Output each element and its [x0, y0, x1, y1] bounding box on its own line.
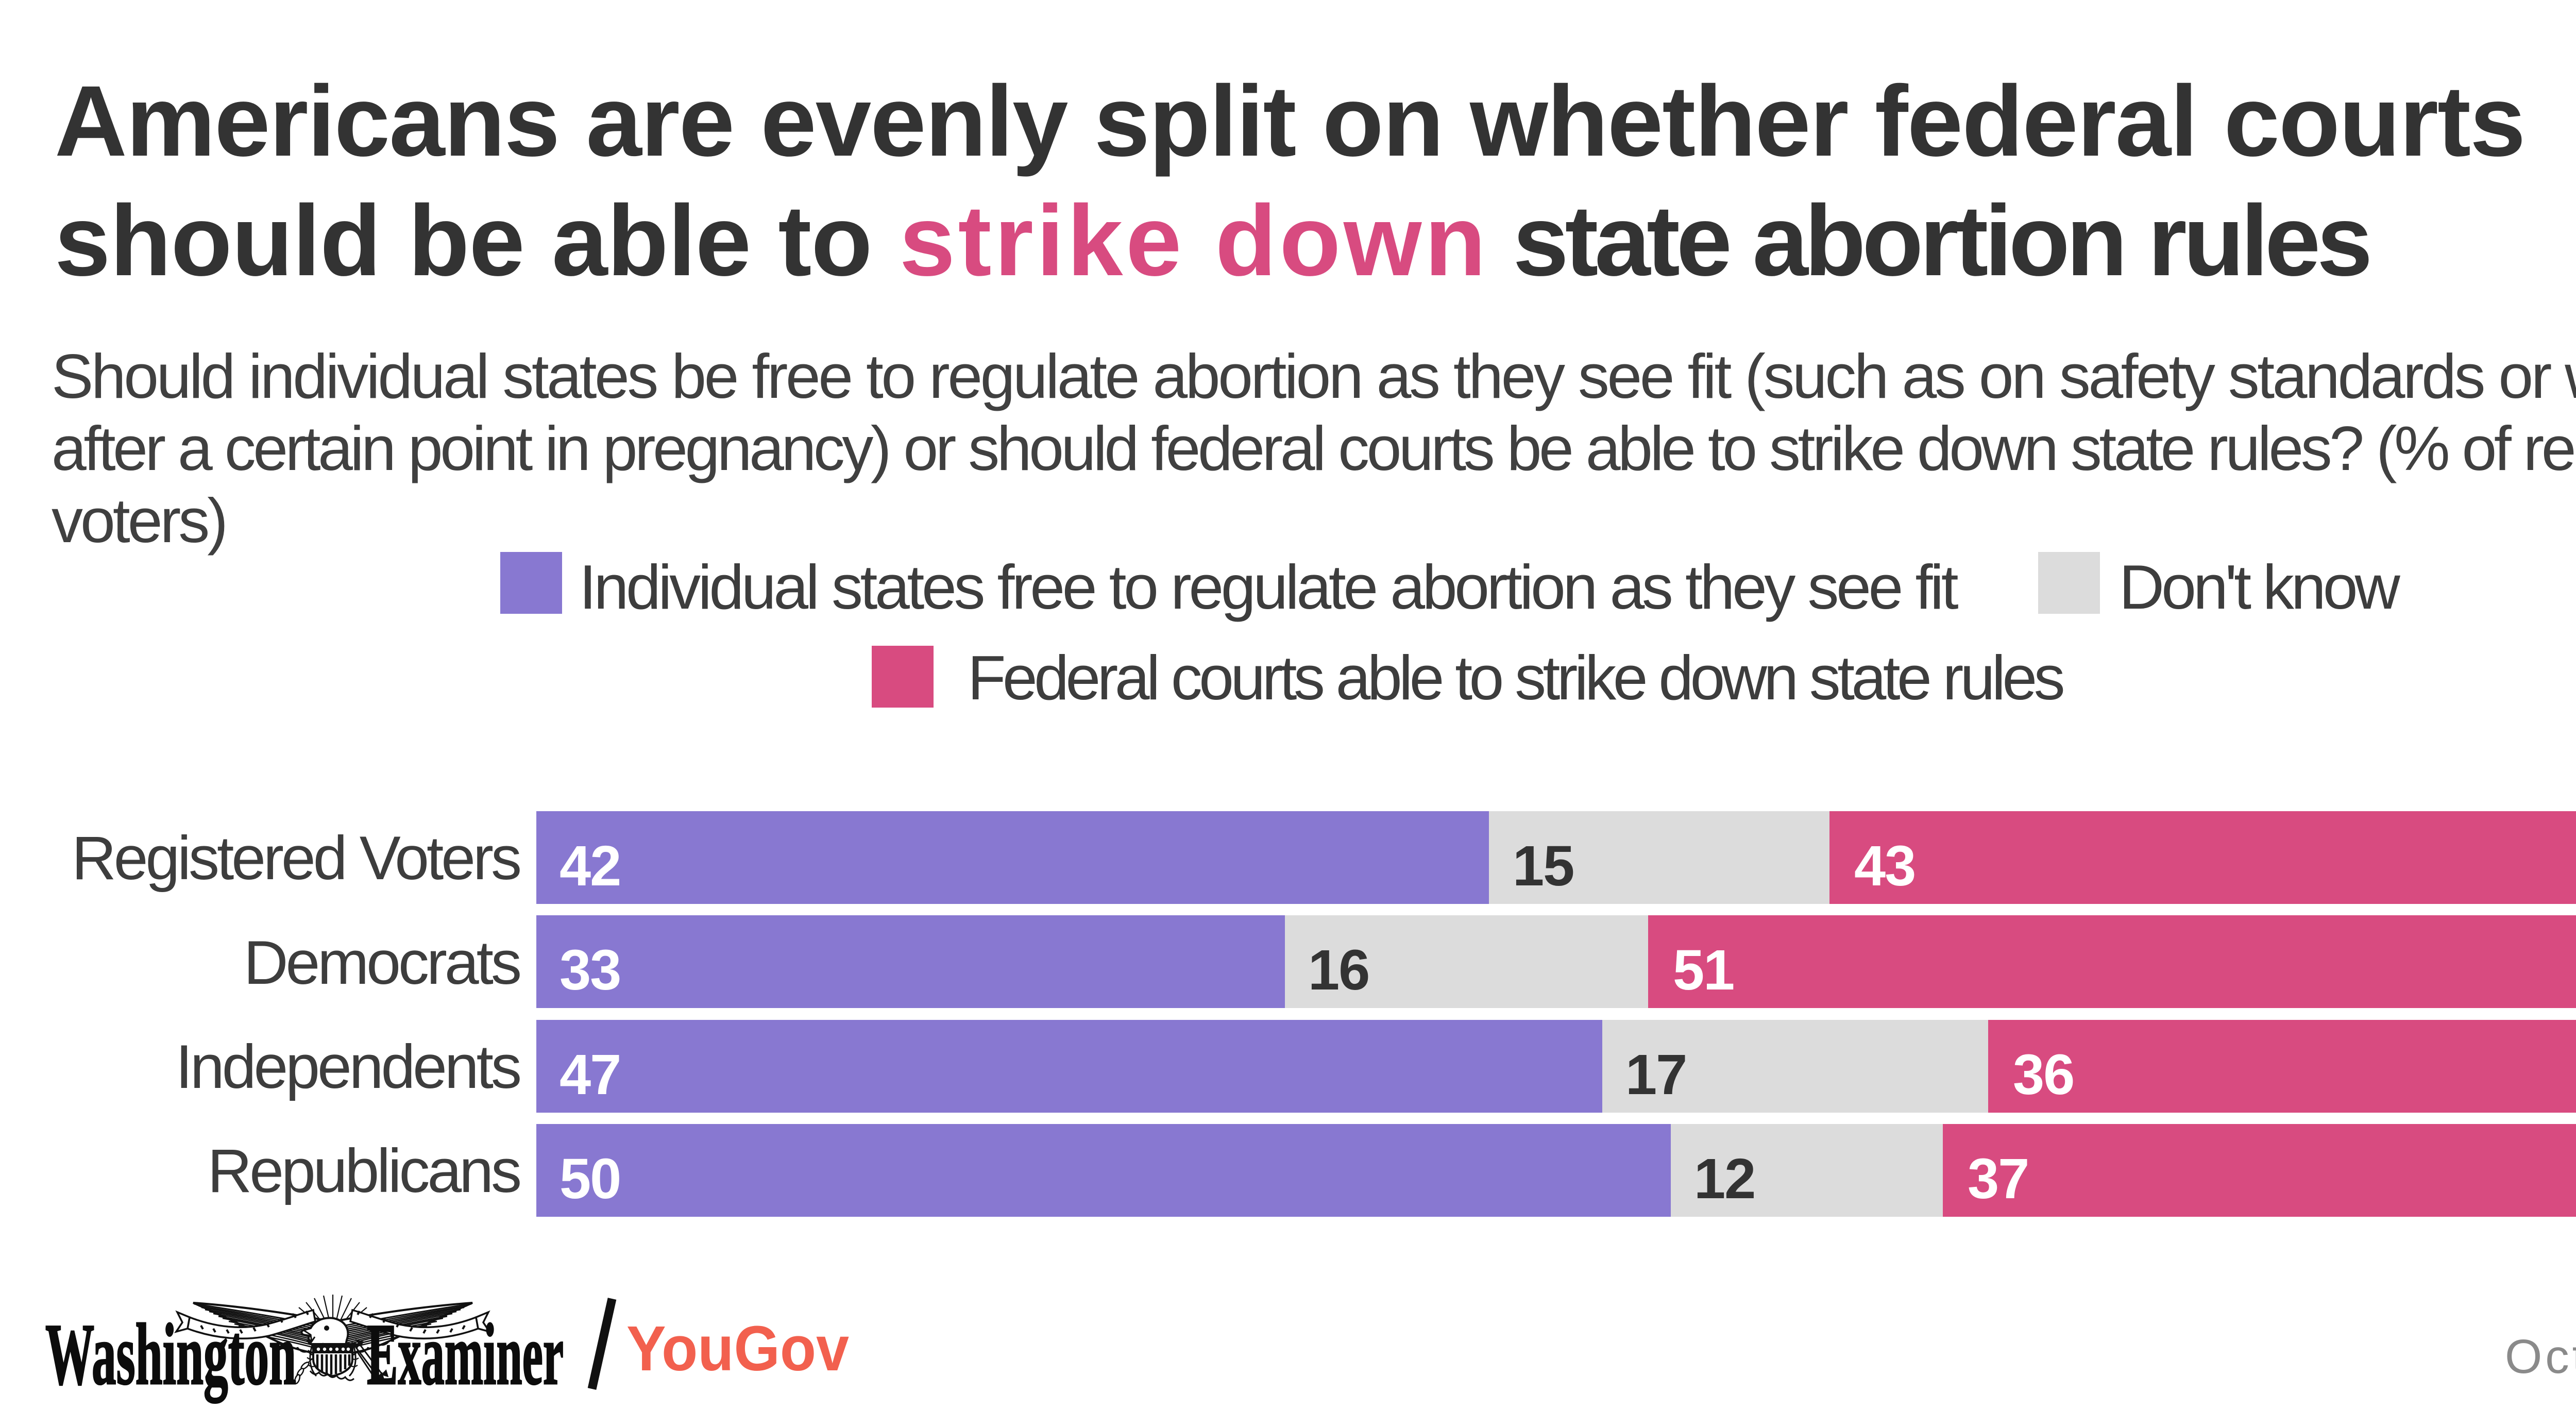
svg-text:YouGov: YouGov [626, 1314, 849, 1384]
svg-text:Examiner: Examiner [367, 1306, 564, 1403]
svg-text:Washington: Washington [45, 1306, 296, 1403]
